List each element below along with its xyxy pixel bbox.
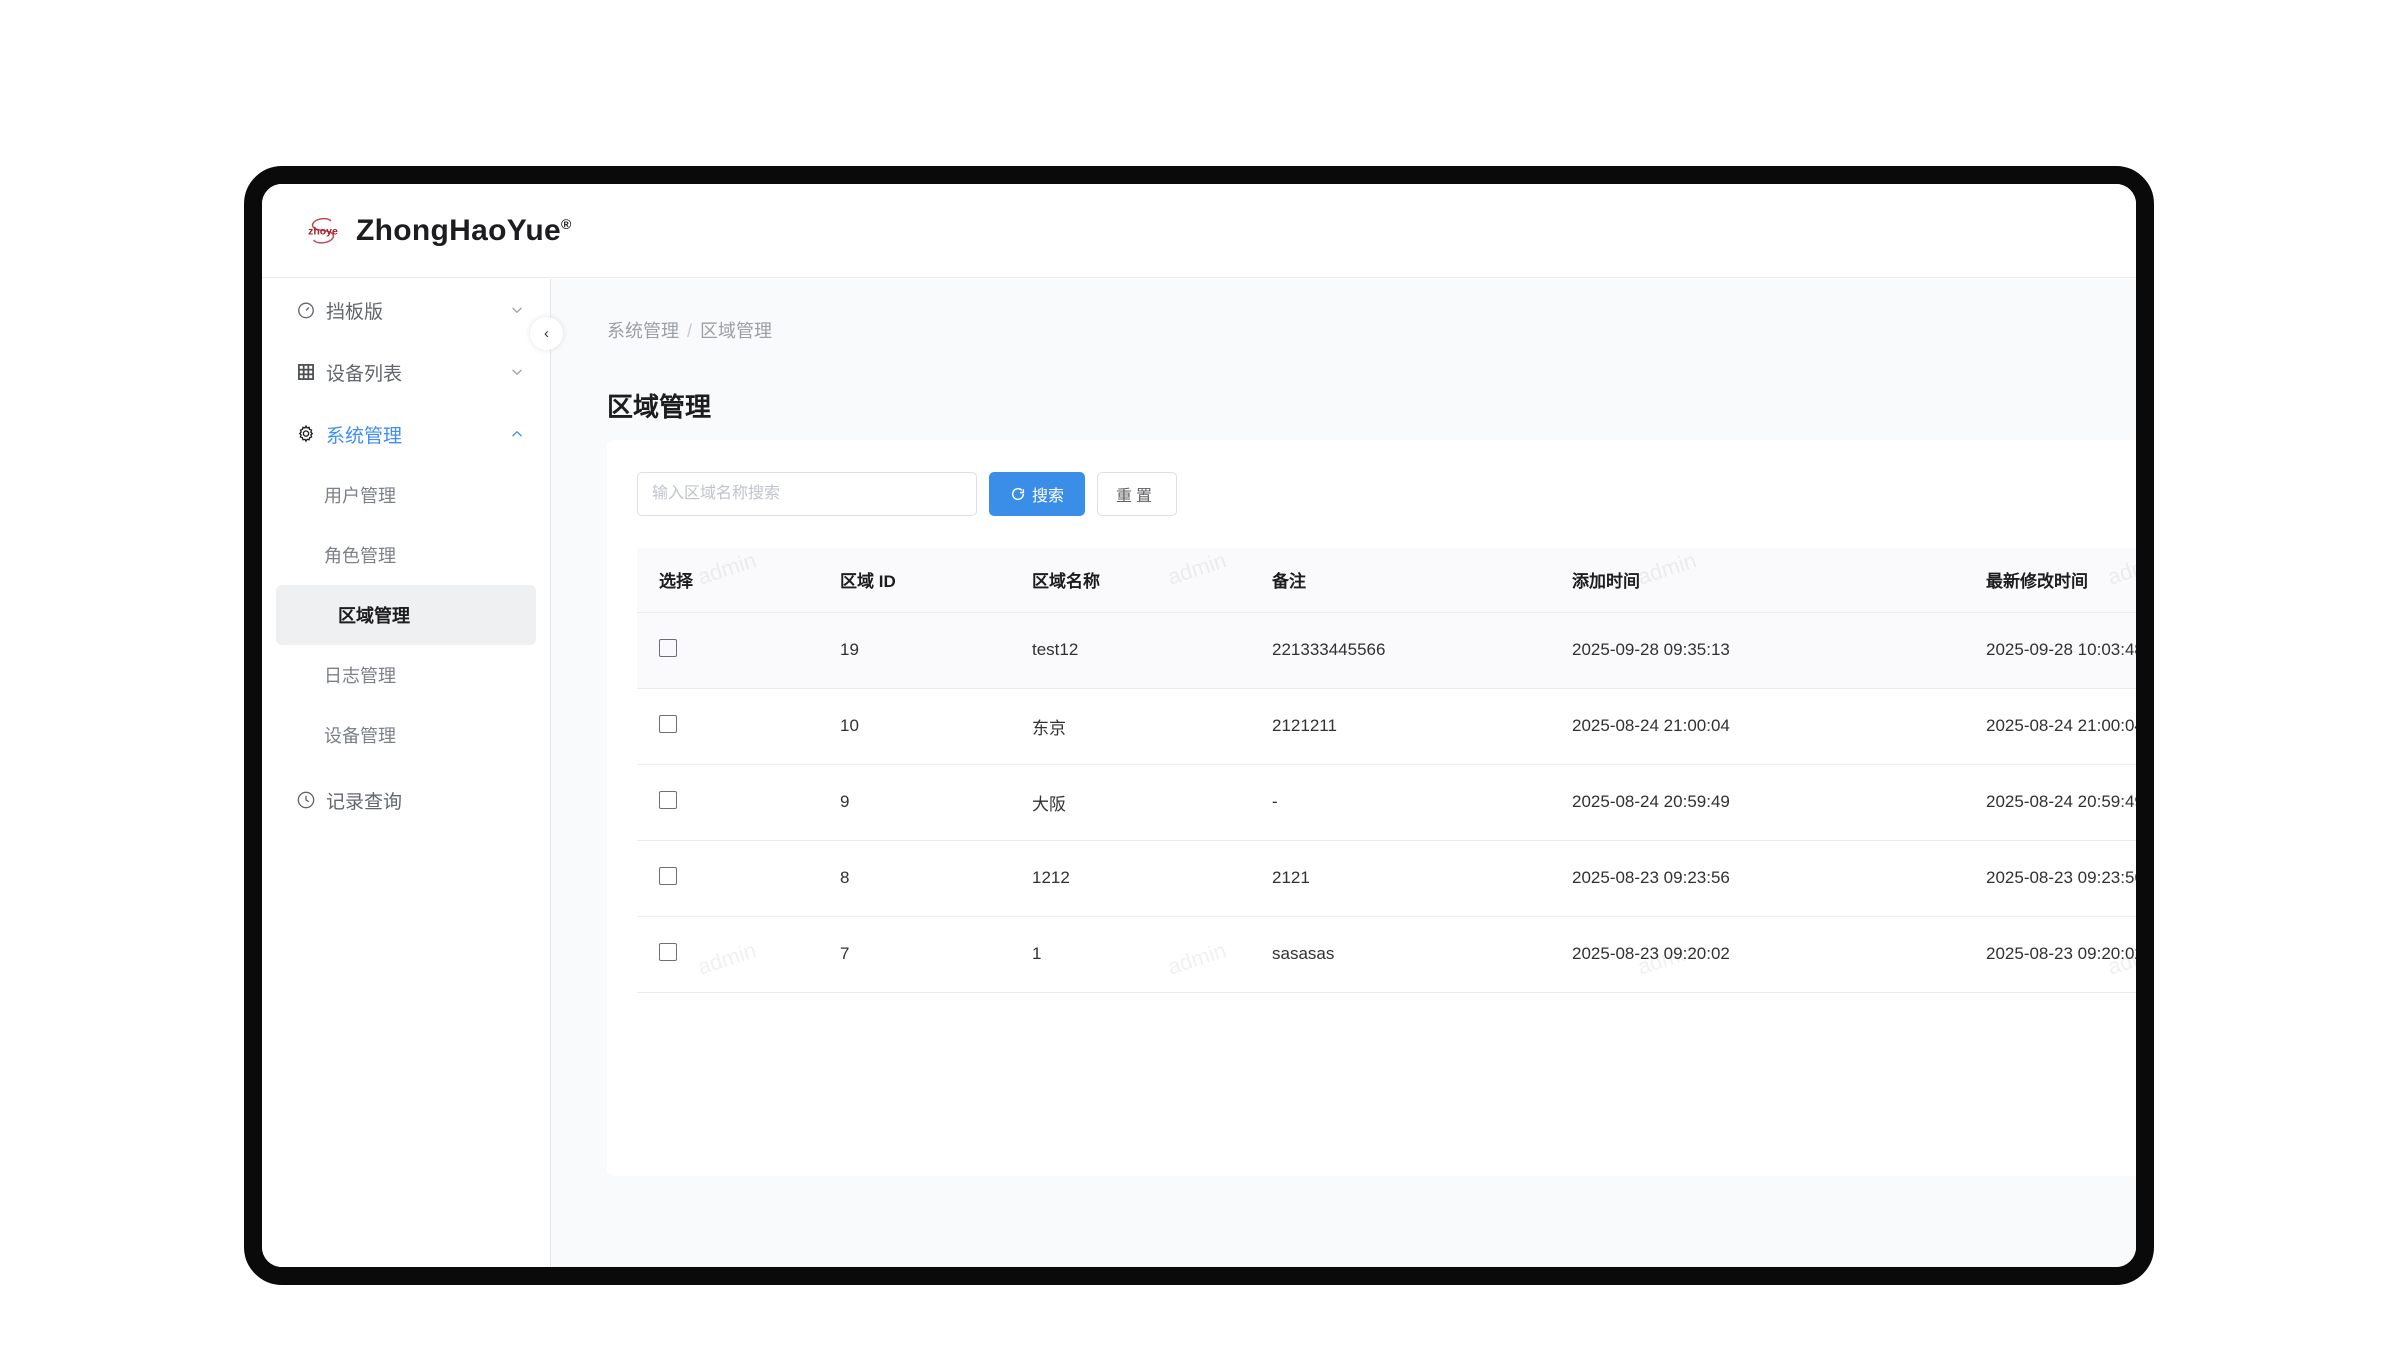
svg-text:zhoye: zhoye xyxy=(308,226,338,238)
